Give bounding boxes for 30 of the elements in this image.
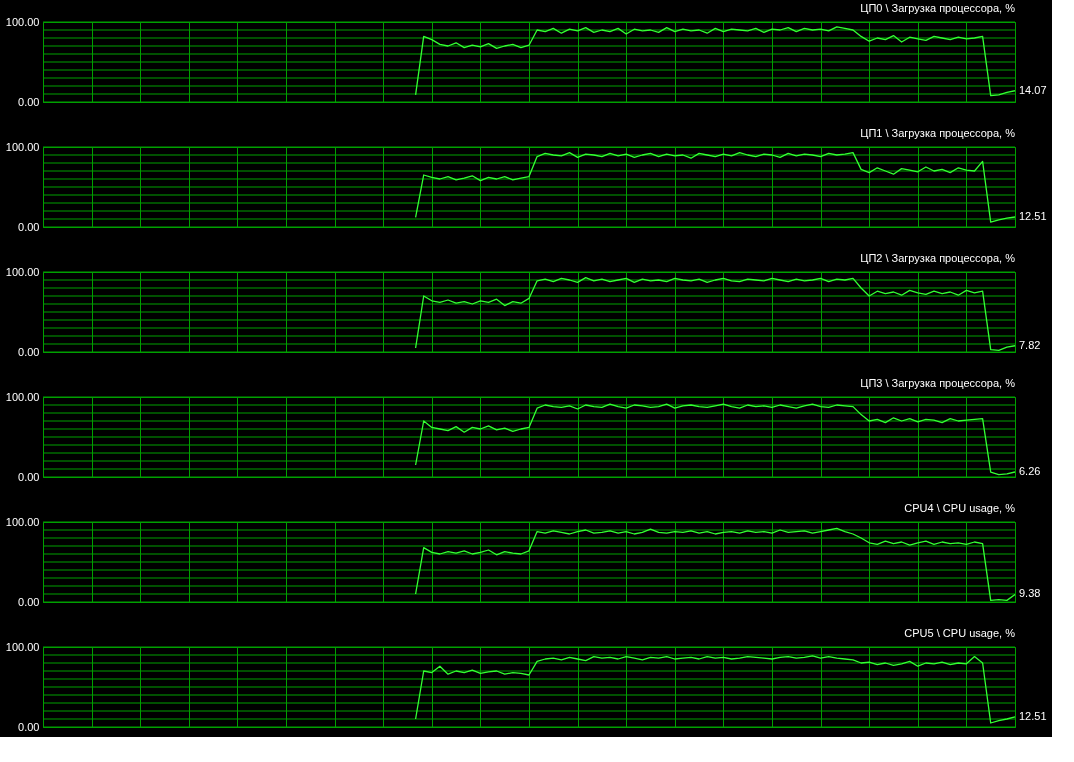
y-tick-label: 100.00 xyxy=(5,390,40,403)
line-series xyxy=(414,655,1016,724)
y-tick-label: 100.00 xyxy=(5,515,40,528)
y-tick-label: 100.00 xyxy=(5,265,40,278)
chart-title: ЦП1 \ Загрузка процессора, % xyxy=(860,127,1016,139)
text: 7.82 xyxy=(1019,338,1041,351)
y-tick-label: 0.00 xyxy=(18,470,40,483)
y-tick-label: 0.00 xyxy=(18,345,40,358)
line-series xyxy=(414,527,1016,602)
line-series xyxy=(414,26,1016,97)
text: 9.38 xyxy=(1019,587,1041,600)
y-tick-label: 0.00 xyxy=(18,595,40,608)
chart-title: CPU5 \ CPU usage, % xyxy=(904,627,1016,639)
text: 12.51 xyxy=(1019,709,1047,722)
y-tick-label: 0.00 xyxy=(18,220,40,233)
text: 14.07 xyxy=(1019,83,1047,96)
y-tick-label: 100.00 xyxy=(5,640,40,653)
text: 12.51 xyxy=(1019,209,1047,222)
line-series xyxy=(414,151,1016,223)
y-tick-label: 0.00 xyxy=(18,95,40,108)
line-series xyxy=(414,403,1016,476)
chart-title: ЦП0 \ Загрузка процессора, % xyxy=(860,2,1016,14)
y-tick-label: 0.00 xyxy=(18,720,40,733)
y-tick-label: 100.00 xyxy=(5,140,40,153)
chart-title: ЦП3 \ Загрузка процессора, % xyxy=(860,377,1016,389)
chart-title: CPU4 \ CPU usage, % xyxy=(904,502,1016,514)
y-tick-label: 100.00 xyxy=(5,15,40,28)
chart-title: ЦП2 \ Загрузка процессора, % xyxy=(860,252,1016,264)
line-series xyxy=(414,276,1016,352)
text: 6.26 xyxy=(1019,464,1041,477)
